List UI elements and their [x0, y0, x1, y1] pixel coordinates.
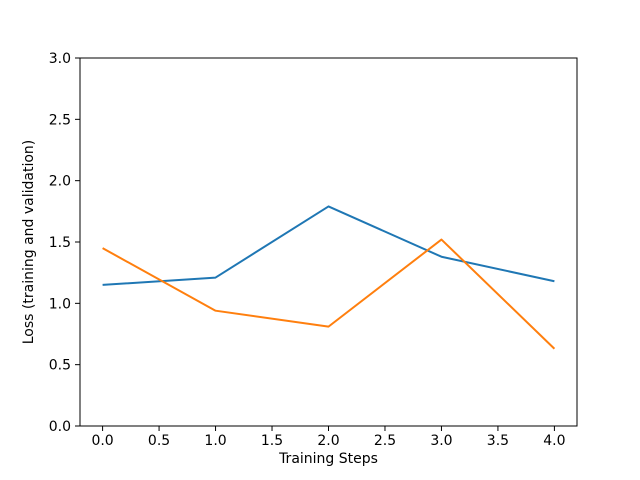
y-tick-label: 2.5 — [49, 112, 71, 128]
y-tick-label: 2.0 — [49, 174, 71, 190]
x-tick-label: 2.0 — [317, 433, 339, 449]
x-tick-label: 0.5 — [148, 433, 170, 449]
y-tick-label: 1.0 — [49, 296, 71, 312]
y-tick-label: 0.5 — [49, 358, 71, 374]
series-line-series_1 — [102, 205, 555, 286]
y-axis-label: Loss (training and validation) — [21, 139, 37, 345]
x-tick-label: 3.5 — [487, 433, 509, 449]
y-tick-label: 0.0 — [49, 419, 71, 435]
x-tick-label: 4.0 — [543, 433, 565, 449]
x-tick-label: 1.5 — [261, 433, 283, 449]
x-tick-label: 2.5 — [374, 433, 396, 449]
x-tick-label: 1.0 — [204, 433, 226, 449]
y-tick-label: 3.0 — [49, 51, 71, 67]
plot-frame — [79, 57, 578, 427]
x-axis-label: Training Steps — [279, 451, 378, 467]
y-tick-label: 1.5 — [49, 235, 71, 251]
x-tick-label: 0.0 — [91, 433, 113, 449]
x-tick-label: 3.0 — [430, 433, 452, 449]
series-line-series_2 — [102, 238, 556, 350]
